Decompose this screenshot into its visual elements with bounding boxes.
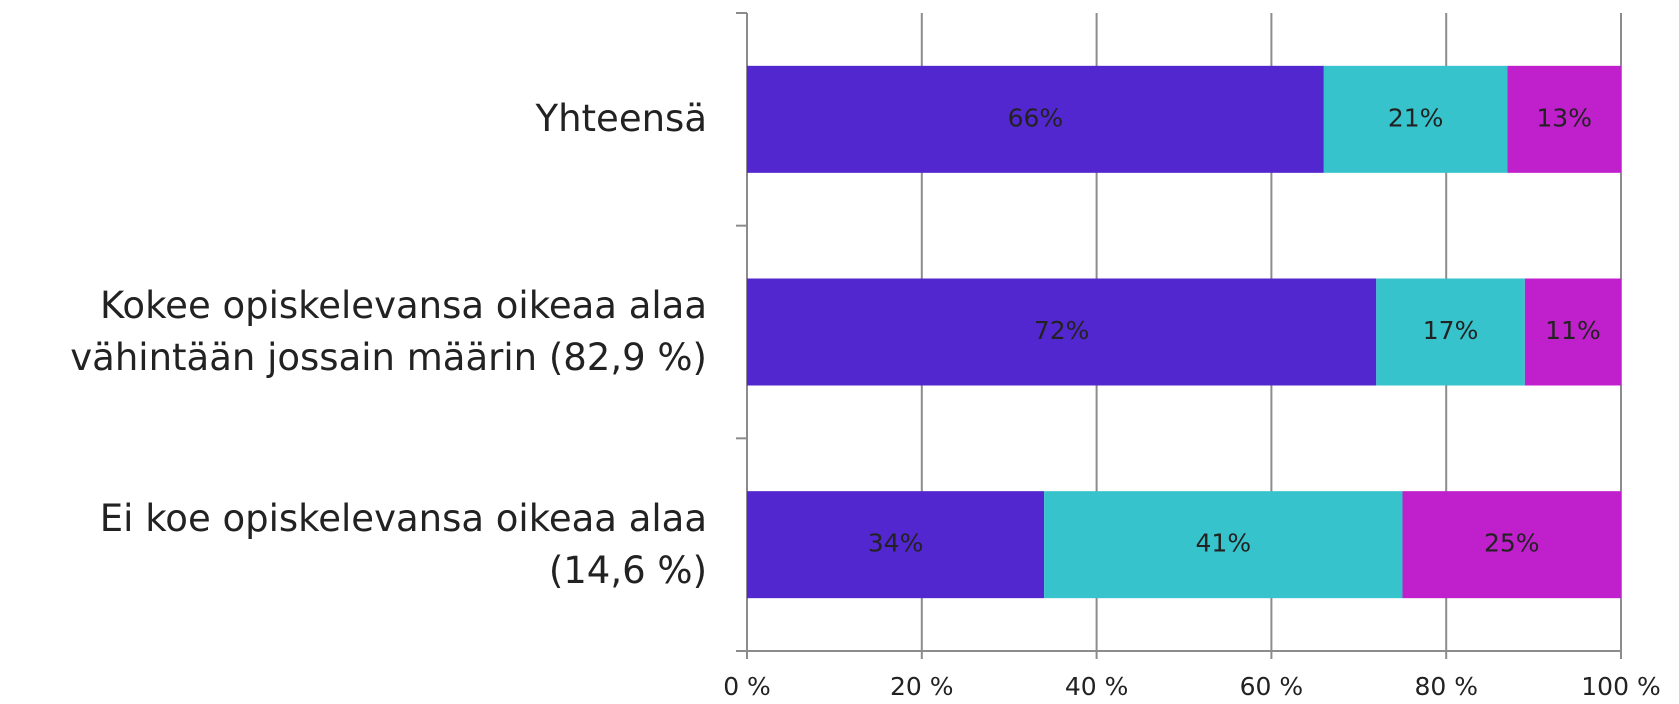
bar-segment <box>1323 65 1508 173</box>
bar-segment <box>1507 65 1621 173</box>
x-tick-label: 20 % <box>890 672 954 701</box>
bar-segment <box>747 65 1324 173</box>
x-tick-label: 40 % <box>1065 672 1129 701</box>
data-label: 11% <box>1545 316 1601 345</box>
y-tick-label: Yhteensä <box>535 97 708 141</box>
y-tick-label: Kokee opiskelevansa oikeaa alaa vähintää… <box>70 284 707 379</box>
data-label: 21% <box>1388 103 1444 132</box>
data-label: 17% <box>1423 316 1479 345</box>
bar-segment <box>1402 491 1621 599</box>
data-label: 13% <box>1536 103 1592 132</box>
bar-segment <box>1524 278 1621 386</box>
x-tick-label: 80 % <box>1414 672 1478 701</box>
y-tick-label: Ei koe opiskelevansa oikeaa alaa (14,6 %… <box>99 496 707 592</box>
data-label: 72% <box>1034 316 1090 345</box>
data-label: 34% <box>868 529 924 558</box>
x-tick-label: 60 % <box>1240 672 1304 701</box>
data-label: 25% <box>1484 529 1540 558</box>
x-tick-label: 0 % <box>723 672 771 701</box>
bar-segment <box>747 278 1377 386</box>
bar-segment <box>1376 278 1525 386</box>
x-tick-label: 100 % <box>1581 672 1660 701</box>
data-label: 41% <box>1196 529 1252 558</box>
data-label: 66% <box>1008 103 1064 132</box>
bar-segment <box>747 491 1045 599</box>
bar-segment <box>1044 491 1403 599</box>
